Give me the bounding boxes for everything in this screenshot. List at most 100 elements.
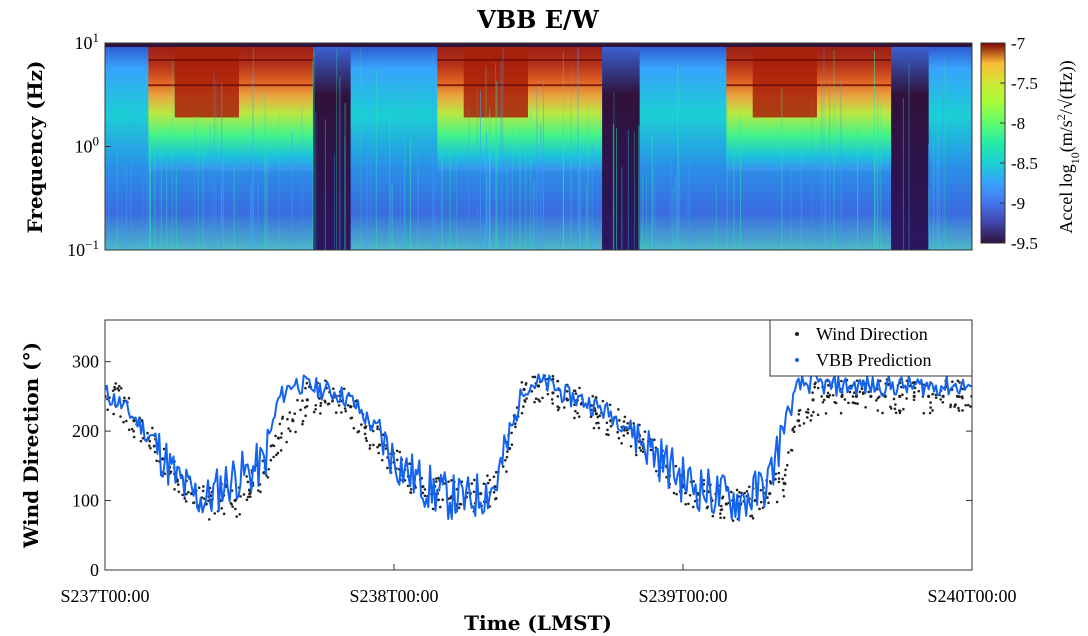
spectrogram-striation bbox=[489, 108, 491, 250]
wind-direction-point bbox=[573, 416, 576, 420]
wind-direction-point bbox=[116, 387, 120, 390]
wind-direction-point bbox=[197, 486, 201, 490]
spectrogram-y-tick-label: 101 bbox=[75, 30, 100, 54]
wind-y-tick-label: 300 bbox=[72, 352, 99, 372]
spectrogram-striation bbox=[441, 151, 443, 250]
spectrogram-quiet-window-1 bbox=[602, 43, 640, 250]
vbb-prediction-line bbox=[105, 371, 972, 522]
wind-direction-point bbox=[616, 430, 619, 434]
spectrogram-striation bbox=[790, 168, 792, 250]
wind-direction-point bbox=[813, 382, 817, 386]
wind-direction-point bbox=[592, 426, 596, 430]
wind-direction-point bbox=[824, 412, 828, 415]
spectrogram-striation bbox=[404, 85, 406, 250]
wind-direction-point bbox=[409, 491, 412, 494]
wind-direction-point bbox=[854, 394, 859, 398]
wind-direction-point bbox=[551, 374, 555, 378]
wind-direction-point bbox=[349, 405, 353, 409]
spectrogram-striation bbox=[142, 73, 144, 250]
wind-direction-point bbox=[874, 399, 878, 402]
wind-direction-point bbox=[176, 483, 180, 486]
wind-direction-point bbox=[301, 399, 304, 403]
spectrogram-striation bbox=[399, 172, 401, 250]
wind-direction-point bbox=[551, 402, 554, 405]
spectrogram-striation bbox=[942, 72, 944, 250]
wind-direction-point bbox=[855, 379, 859, 382]
wind-direction-point bbox=[492, 475, 496, 479]
wind-direction-point bbox=[541, 396, 544, 400]
wind-direction-point bbox=[620, 441, 623, 445]
wind-direction-point bbox=[912, 398, 916, 402]
spectrogram-striation bbox=[360, 43, 362, 250]
spectrogram-striation bbox=[740, 116, 742, 250]
wind-direction-point bbox=[876, 409, 880, 412]
wind-direction-point bbox=[869, 394, 873, 398]
wind-direction-point bbox=[966, 403, 970, 407]
wind-direction-point bbox=[546, 392, 550, 396]
spectrogram-striation bbox=[278, 111, 280, 250]
spectrogram-striation bbox=[311, 59, 313, 250]
wind-direction-point bbox=[805, 416, 809, 419]
spectrogram-striation bbox=[344, 136, 346, 250]
wind-direction-point bbox=[912, 391, 916, 394]
wind-direction-point bbox=[751, 516, 755, 520]
spectrogram-quiet-window-0 bbox=[313, 43, 351, 250]
wind-direction-point bbox=[494, 470, 498, 474]
wind-direction-point bbox=[622, 420, 626, 423]
wind-direction-point bbox=[510, 443, 514, 447]
wind-y-tick-label: 100 bbox=[72, 491, 99, 511]
wind-direction-point bbox=[286, 417, 289, 421]
wind-direction-point bbox=[350, 416, 354, 420]
wind-direction-point bbox=[312, 410, 316, 414]
spectrogram-striation bbox=[456, 155, 458, 250]
wind-direction-point bbox=[881, 411, 884, 415]
wind-direction-point bbox=[256, 489, 260, 492]
wind-direction-point bbox=[363, 432, 367, 436]
spectrogram-y-ticks: 101 100 10−1 bbox=[67, 30, 111, 260]
wind-direction-point bbox=[720, 508, 724, 511]
wind-direction-point bbox=[534, 397, 538, 401]
wind-direction-point bbox=[969, 405, 972, 408]
wind-direction-point bbox=[173, 488, 176, 491]
wind-direction-point bbox=[530, 390, 534, 393]
wind-direction-point bbox=[654, 469, 658, 473]
spectrogram-striation bbox=[562, 126, 564, 250]
wind-direction-point bbox=[939, 398, 943, 401]
spectrogram-striation bbox=[672, 186, 674, 250]
wind-direction-point bbox=[125, 419, 128, 423]
wind-direction-point bbox=[618, 419, 621, 422]
wind-direction-point bbox=[941, 394, 945, 398]
wind-direction-point bbox=[878, 379, 882, 383]
colorbar-tick-label: -8.5 bbox=[1011, 154, 1038, 173]
wind-direction-point bbox=[301, 419, 305, 423]
spectrogram-striation bbox=[877, 90, 879, 250]
spectrogram-striation bbox=[417, 151, 419, 250]
wind-direction-point bbox=[750, 514, 754, 518]
spectrogram-striation bbox=[536, 86, 538, 250]
wind-direction-point bbox=[245, 498, 249, 501]
spectrogram-striation bbox=[936, 113, 938, 250]
wind-direction-point bbox=[928, 411, 932, 415]
wind-direction-point bbox=[398, 450, 402, 454]
spectrogram-striation bbox=[266, 143, 268, 250]
wind-direction-point bbox=[305, 381, 309, 385]
wind-direction-point bbox=[601, 399, 605, 403]
wind-direction-point bbox=[395, 449, 399, 453]
wind-direction-point bbox=[856, 402, 859, 406]
spectrogram-striation bbox=[638, 125, 640, 250]
wind-y-ticks: 0 100 200 300 bbox=[72, 352, 972, 580]
spectrogram-striation bbox=[432, 54, 434, 250]
wind-direction-point bbox=[781, 477, 784, 481]
wind-direction-point bbox=[806, 408, 810, 411]
spectrogram-striation bbox=[570, 147, 572, 250]
wind-direction-point bbox=[127, 428, 131, 432]
wind-direction-point bbox=[864, 405, 867, 409]
wind-direction-point bbox=[162, 447, 166, 451]
wind-direction-point bbox=[127, 396, 131, 400]
wind-direction-point bbox=[598, 414, 602, 418]
spectrogram-striation bbox=[222, 155, 224, 250]
spectrogram-striation bbox=[166, 164, 168, 250]
spectrogram-striation bbox=[875, 137, 877, 250]
wind-direction-point bbox=[901, 393, 904, 396]
spectrogram-striation bbox=[821, 80, 823, 250]
